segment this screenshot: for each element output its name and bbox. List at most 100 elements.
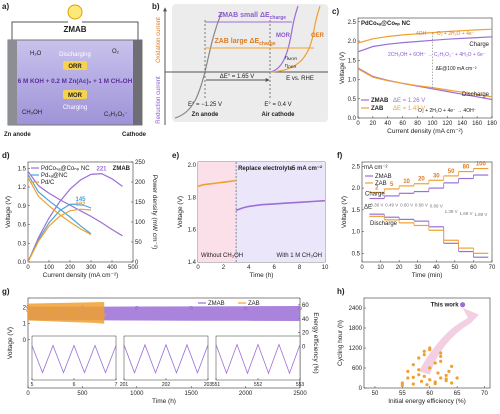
- current-label: 80: [463, 165, 470, 171]
- mor-curve: [269, 5, 299, 73]
- annotation: ΔE: [364, 204, 372, 210]
- cell-title: ZMAB: [63, 25, 86, 34]
- x-tick-label: 40: [433, 265, 440, 271]
- annotation: 5 mA cm⁻²: [292, 165, 322, 172]
- point: [406, 376, 410, 380]
- panel-label: a): [2, 2, 9, 11]
- legend-label: ZAB: [375, 181, 387, 187]
- current-label: 20: [418, 177, 425, 183]
- point: [439, 351, 443, 355]
- efficiency-point: [189, 305, 193, 310]
- point: [400, 383, 404, 387]
- y-tick-label: 1.2: [18, 185, 27, 191]
- efficiency-point: [26, 308, 30, 313]
- panel-label: d): [2, 151, 10, 160]
- x-tick-label: 60: [470, 265, 477, 271]
- y-tick-label: 1.5: [18, 166, 27, 172]
- efficiency-point: [48, 310, 52, 314]
- y-tick-label: 1.4: [188, 260, 197, 266]
- inset-line: [31, 344, 117, 374]
- label: ΔE° = 1.65 V: [220, 74, 255, 80]
- electrode-label: Cathode: [122, 132, 147, 138]
- x-tick-label: 0: [26, 265, 30, 271]
- region: [198, 162, 237, 262]
- annotation: ΔE@100 mA cm⁻²: [435, 66, 476, 72]
- y2-axis-label: Energy efficiency (%): [312, 312, 319, 373]
- efficiency-point: [102, 313, 106, 318]
- efficiency-point: [243, 306, 248, 311]
- point: [406, 369, 410, 373]
- x-tick-label: 2500: [293, 391, 307, 397]
- species: CH₃OH: [22, 110, 42, 116]
- point: [422, 353, 426, 357]
- series-charge: [357, 36, 493, 53]
- point: [417, 356, 421, 360]
- label: MOR: [276, 33, 291, 39]
- x-tick-label: 30: [414, 265, 421, 271]
- label: OER: [288, 64, 297, 69]
- equation: O₂ + 2H₂O + 4e⁻ → 4OH⁻: [418, 108, 477, 114]
- current-label: 100: [476, 162, 487, 168]
- x-axis-label: Time (h): [250, 272, 274, 279]
- point: [444, 373, 448, 377]
- y-tick-label: 600: [352, 366, 363, 372]
- x-tick-label: 20: [396, 265, 403, 271]
- y-tick-label: 0.5: [352, 251, 361, 257]
- panel-label: b): [152, 2, 160, 11]
- y-tick-label: 0.6: [18, 223, 27, 229]
- y-tick-label: 2.0: [352, 186, 361, 192]
- legend-label: Pd/C: [41, 180, 55, 186]
- y2-tick-label: 50: [135, 240, 142, 246]
- x-tick-label: 40: [384, 121, 391, 127]
- point: [419, 379, 424, 383]
- point: [455, 376, 459, 380]
- x-tick-label: 200: [65, 265, 76, 271]
- point: [411, 375, 415, 379]
- peak-label: 221: [96, 167, 107, 173]
- x-tick-label: 500: [128, 265, 139, 271]
- label: ZAB large ΔEcharge: [214, 38, 275, 47]
- label: ZAB large ΔE: [214, 38, 259, 45]
- annotation: Replace electrolyte: [238, 166, 293, 172]
- panel-a: a) ZMAB H₂O O₂ CH₃OH C₂H₃O₂⁻ Discharging…: [2, 2, 147, 138]
- y-tick-label: 1.0: [348, 78, 357, 84]
- label: ηMOR: [285, 55, 297, 61]
- polarization-curve: [27, 171, 123, 237]
- annotation: Discharge: [462, 92, 490, 98]
- delta-label: 0.36 V: [370, 202, 383, 207]
- x-tick-label: 120: [442, 121, 453, 127]
- y-tick-label: 2400: [349, 306, 363, 312]
- inset-tick-label: 202: [162, 382, 171, 388]
- point: [425, 383, 429, 387]
- inset-tick-label: 201: [120, 382, 129, 388]
- inset-tick-label: 551: [212, 382, 221, 388]
- y2-tick-label: 20: [302, 331, 309, 337]
- label: MOR: [288, 56, 297, 61]
- x-tick-label: 10: [377, 265, 384, 271]
- inset-tick-label: 7: [115, 382, 118, 388]
- label: η: [285, 63, 288, 69]
- mode: Discharging: [59, 52, 91, 58]
- legend-label: Pdₛₐ@NC: [41, 173, 68, 179]
- label: ηOER: [285, 63, 297, 69]
- x-tick-label: 0: [360, 265, 364, 271]
- point: [444, 377, 448, 381]
- point: [433, 361, 437, 365]
- efficiency-point: [69, 311, 74, 315]
- legend-label: PdCoₛₐ@Coₙₚ NC: [41, 166, 90, 172]
- y-tick-label: 0: [23, 338, 27, 344]
- x-tick-label: 50: [372, 391, 379, 397]
- x-tick-label: 1500: [185, 391, 199, 397]
- power-curve: [27, 172, 123, 263]
- point: [450, 381, 454, 385]
- y-tick-label: 2.0: [348, 39, 357, 45]
- point: [411, 363, 415, 367]
- x-tick-label: 300: [86, 265, 97, 271]
- peak-label: 145: [75, 197, 86, 203]
- delta-label: 1.89 V: [474, 212, 487, 217]
- equation: 4OH⁻ → O₂ + 2H₂O + 4e⁻: [416, 31, 475, 37]
- unit: mA cm⁻²: [364, 165, 388, 171]
- cathode-electrode: [133, 40, 142, 125]
- polarization-curve: [27, 174, 92, 235]
- y-tick-label: 0.9: [18, 204, 27, 210]
